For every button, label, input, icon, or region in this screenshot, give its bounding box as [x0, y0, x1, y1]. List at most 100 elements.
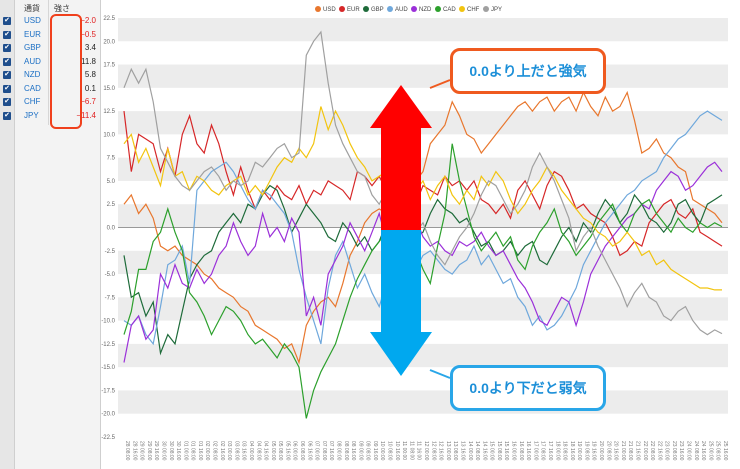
x-tick-label: 29 00:00 [139, 441, 145, 461]
x-tick-label: 02 00:00 [204, 441, 210, 461]
strength-highlight-box [50, 14, 82, 129]
x-tick-label: 29 16:00 [153, 441, 159, 461]
legend-label-eur: EUR [347, 7, 360, 13]
x-tick-label: 13 16:00 [459, 441, 465, 461]
x-tick-label: 09 00:00 [357, 441, 363, 461]
x-tick-label: 22 16:00 [656, 441, 662, 461]
currency-row[interactable]: ✔ USD −2.0 [0, 15, 100, 28]
x-tick-label: 16 16:00 [525, 441, 531, 461]
x-tick-label: 24 16:00 [700, 441, 706, 461]
x-tick-label: 07 16:00 [328, 441, 334, 461]
series-line-eur [123, 111, 723, 257]
currency-label: JPY [24, 110, 39, 120]
x-tick-label: 12 00:00 [423, 441, 429, 461]
y-tick-label: 0.0 [107, 226, 116, 232]
checkbox-checked-icon[interactable]: ✔ [3, 17, 11, 25]
checkbox-checked-icon[interactable]: ✔ [3, 71, 11, 79]
series-line-cad [123, 143, 723, 419]
checkbox-checked-icon[interactable]: ✔ [3, 98, 11, 106]
x-tick-label: 03 00:00 [226, 441, 232, 461]
x-tick-label: 11 08:00 [408, 441, 414, 460]
y-tick-label: 15.0 [103, 86, 115, 92]
currency-label: NZD [24, 70, 41, 79]
x-tick-label: 29 08:00 [146, 441, 152, 461]
header-strength: 強さ [54, 4, 70, 13]
legend-marker-jpy [483, 6, 489, 12]
y-tick-label: -22.5 [101, 435, 115, 441]
x-tick-label: 10 08:00 [387, 441, 393, 461]
strength-value: −2.0 [80, 16, 96, 25]
strength-value: −0.5 [80, 29, 96, 39]
y-tick-label: -17.5 [101, 388, 115, 394]
x-tick-label: 22 00:00 [642, 441, 648, 461]
x-tick-label: 12 16:00 [438, 441, 444, 461]
currency-row[interactable]: ✔ CHF −6.7 [0, 96, 100, 109]
x-tick-label: 08 00:00 [335, 441, 341, 461]
x-tick-label: 10 00:00 [379, 441, 385, 461]
y-tick-label: -20.0 [101, 412, 115, 418]
x-tick-label: 06 16:00 [306, 441, 312, 461]
checkbox-checked-icon[interactable]: ✔ [3, 57, 11, 66]
callout-pointer-top [429, 79, 451, 89]
x-tick-label: 30 00:00 [160, 441, 166, 461]
currency-row[interactable]: ✔ EUR −0.5 [0, 29, 100, 42]
x-tick-label: 16 08:00 [518, 441, 524, 461]
x-tick-label: 19 08:00 [583, 441, 589, 461]
y-tick-label: -12.5 [101, 342, 115, 348]
x-tick-label: 17 08:00 [540, 441, 546, 461]
y-tick-label: -5.0 [105, 272, 116, 278]
x-tick-label: 04 00:00 [248, 441, 254, 461]
x-tick-label: 02 08:00 [212, 441, 218, 461]
y-tick-label: 17.5 [103, 63, 115, 69]
x-tick-label: 25 00:00 [707, 441, 713, 461]
checkbox-checked-icon[interactable]: ✔ [3, 84, 11, 93]
currency-row[interactable]: ✔ JPY −11.4 [0, 110, 100, 123]
legend-marker-aud [387, 6, 393, 12]
currency-label: AUD [24, 56, 41, 66]
series-line-usd [123, 90, 723, 365]
x-tick-label: 06 00:00 [292, 441, 298, 461]
x-tick-label: 18 00:00 [554, 441, 560, 461]
x-tick-label: 13 00:00 [445, 441, 451, 461]
x-tick-label: 08 08:00 [343, 441, 349, 461]
series-line-gbp [123, 184, 723, 356]
x-tick-label: 13 08:00 [452, 441, 458, 461]
checkbox-checked-icon[interactable]: ✔ [3, 111, 11, 120]
x-tick-label: 28 16:00 [131, 441, 137, 461]
currency-row[interactable]: ✔ AUD 11.8 [0, 56, 100, 69]
currency-label: EUR [24, 29, 41, 39]
x-tick-label: 25 16:00 [722, 441, 728, 461]
currency-row[interactable]: ✔ CAD 0.1 [0, 83, 100, 96]
x-tick-label: 04 16:00 [263, 441, 269, 461]
x-tick-label: 18 08:00 [562, 441, 568, 461]
x-tick-label: 23 00:00 [664, 441, 670, 461]
grid-band [118, 390, 728, 414]
x-tick-label: 14 16:00 [481, 441, 487, 461]
x-tick-label: 01 00:00 [182, 441, 188, 461]
currency-row[interactable]: ✔ NZD 5.8 [0, 69, 100, 82]
x-tick-label: 02 16:00 [219, 441, 225, 461]
y-tick-label: 10.0 [103, 132, 115, 138]
x-tick-label: 30 16:00 [175, 441, 181, 461]
callout-pointer-bottom [429, 369, 451, 379]
series-line-chf [123, 106, 722, 291]
legend-label-aud: AUD [395, 7, 408, 13]
x-tick-label: 04 08:00 [255, 441, 261, 461]
currency-row[interactable]: ✔ GBP 3.4 [0, 42, 100, 55]
legend-label-jpy: JPY [491, 7, 502, 13]
strength-value: 0.1 [84, 83, 96, 93]
x-tick-label: 14 08:00 [474, 441, 480, 461]
down-arrow-blue [370, 230, 432, 376]
legend-label-cad: CAD [443, 7, 456, 13]
x-tick-label: 06 08:00 [299, 441, 305, 461]
checkbox-checked-icon[interactable]: ✔ [3, 30, 11, 39]
up-arrow-red [370, 85, 432, 230]
header-currency: 通貨 [24, 4, 40, 13]
legend-marker-eur [339, 6, 345, 12]
x-tick-label: 12 08:00 [430, 441, 436, 461]
x-tick-label: 20 16:00 [613, 441, 619, 461]
series-line-jpy [123, 30, 723, 336]
y-tick-label: 20.0 [103, 39, 115, 45]
x-tick-label: 01 16:00 [197, 441, 203, 461]
checkbox-checked-icon[interactable]: ✔ [3, 44, 11, 52]
